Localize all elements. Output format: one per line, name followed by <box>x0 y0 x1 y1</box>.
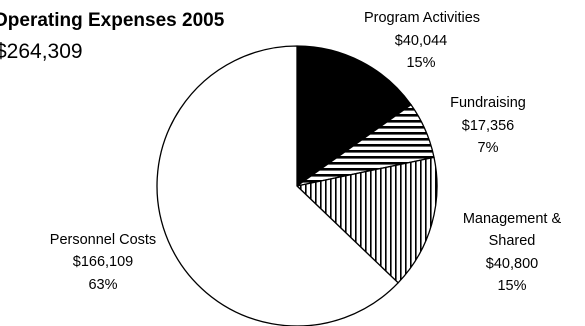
slice-label-amount: $17,356 <box>462 118 514 134</box>
slice-label-amount: $40,800 <box>486 256 538 272</box>
slice-label-percent: 63% <box>88 277 117 293</box>
slice-label-name: Fundraising <box>450 95 526 111</box>
pie-slice-program-activities <box>296 45 412 187</box>
slice-label-name-line-2: Shared <box>489 233 536 249</box>
slice-label-name: Personnel Costs <box>50 232 156 248</box>
slice-label-percent: 15% <box>406 55 435 71</box>
slice-label-personnel-costs: Personnel Costs $166,109 63% <box>50 232 156 293</box>
slice-label-percent: 7% <box>478 140 499 156</box>
slice-label-amount: $40,044 <box>395 33 447 49</box>
slice-label-management-shared: Management & Shared $40,800 15% <box>463 211 562 294</box>
slice-label-program-activities: Program Activities $40,044 15% <box>364 10 480 71</box>
slice-label-name-line-1: Management & <box>463 211 562 227</box>
slice-label-percent: 15% <box>497 278 526 294</box>
pie-slice-management-shared <box>296 156 438 284</box>
chart-total: $264,309 <box>0 40 83 63</box>
pie-slices <box>156 45 438 326</box>
pie-slice-personnel-costs <box>156 45 399 326</box>
slice-label-amount: $166,109 <box>73 254 133 270</box>
chart-title: Operating Expenses 2005 <box>0 10 225 31</box>
slice-label-name: Program Activities <box>364 10 480 26</box>
slice-label-fundraising: Fundraising $17,356 7% <box>450 95 526 156</box>
